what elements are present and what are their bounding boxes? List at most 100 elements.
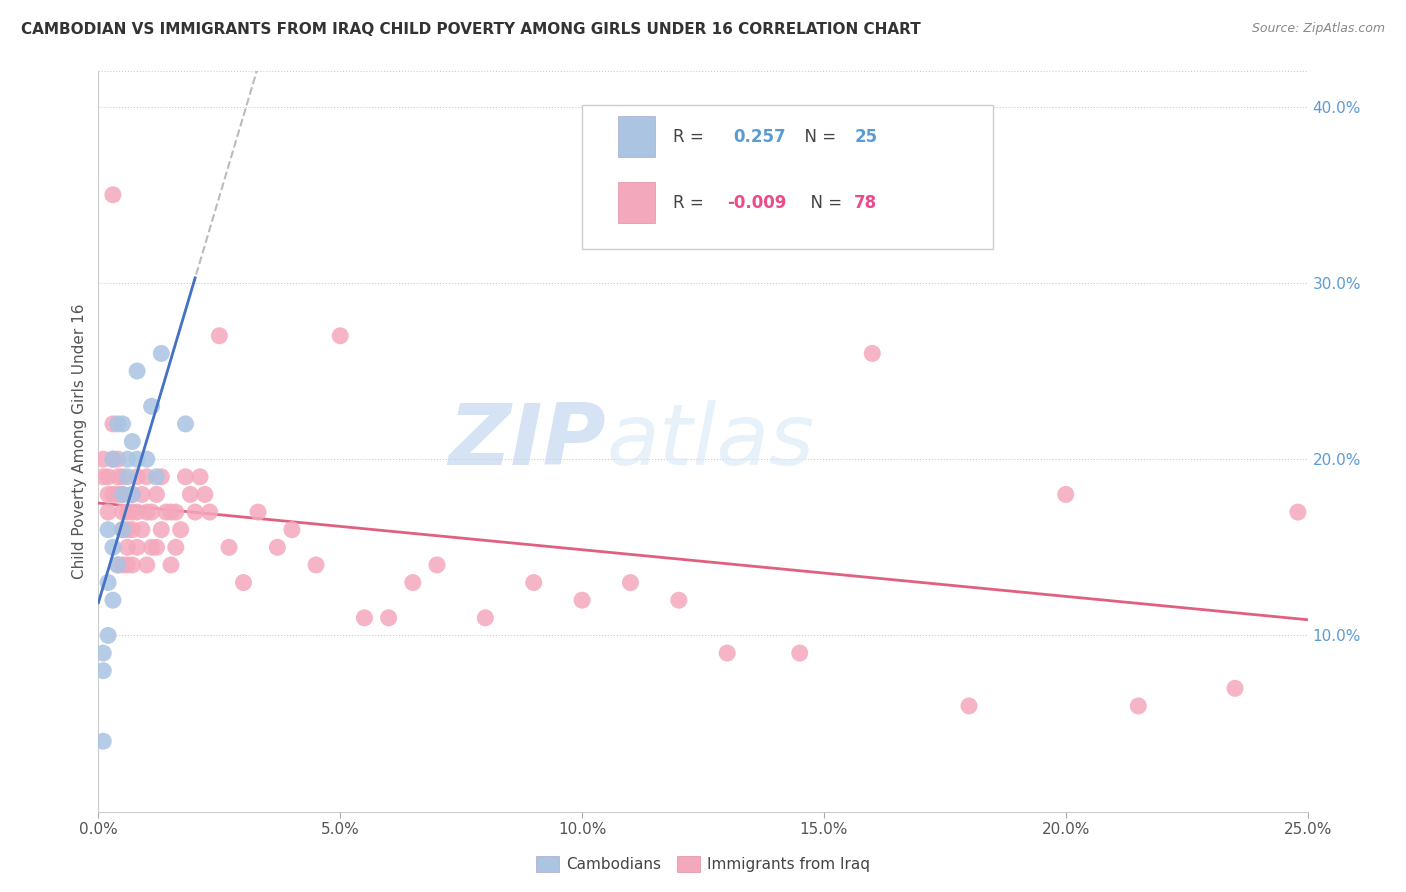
Text: -0.009: -0.009 bbox=[727, 194, 786, 212]
Point bbox=[111, 417, 134, 431]
Point bbox=[155, 505, 177, 519]
Point bbox=[194, 487, 217, 501]
Point bbox=[218, 541, 240, 555]
Point bbox=[111, 487, 134, 501]
Point bbox=[716, 646, 738, 660]
Point bbox=[101, 417, 124, 431]
Point bbox=[247, 505, 270, 519]
Point bbox=[198, 505, 221, 519]
Point bbox=[208, 328, 231, 343]
Point bbox=[188, 470, 211, 484]
Point bbox=[107, 417, 129, 431]
Point bbox=[329, 328, 352, 343]
Point bbox=[232, 575, 254, 590]
Point bbox=[141, 541, 163, 555]
Point bbox=[305, 558, 328, 572]
Point bbox=[135, 470, 157, 484]
Text: 0.257: 0.257 bbox=[734, 128, 786, 145]
Point bbox=[101, 187, 124, 202]
Point bbox=[117, 505, 139, 519]
Point bbox=[121, 505, 143, 519]
Point bbox=[117, 452, 139, 467]
Point bbox=[117, 541, 139, 555]
Point bbox=[141, 399, 163, 413]
Point bbox=[107, 487, 129, 501]
Point bbox=[523, 575, 546, 590]
Point bbox=[1223, 681, 1246, 696]
FancyBboxPatch shape bbox=[619, 116, 655, 156]
Point bbox=[107, 452, 129, 467]
Point bbox=[111, 505, 134, 519]
Point bbox=[135, 505, 157, 519]
Point bbox=[474, 611, 496, 625]
Legend: Cambodians, Immigrants from Iraq: Cambodians, Immigrants from Iraq bbox=[530, 850, 876, 878]
Point bbox=[127, 364, 149, 378]
Point bbox=[150, 523, 173, 537]
Point bbox=[131, 523, 153, 537]
Y-axis label: Child Poverty Among Girls Under 16: Child Poverty Among Girls Under 16 bbox=[72, 304, 87, 579]
Point bbox=[281, 523, 304, 537]
Point bbox=[1286, 505, 1309, 519]
Point bbox=[179, 487, 201, 501]
Point bbox=[97, 575, 120, 590]
Point bbox=[184, 505, 207, 519]
Text: R =: R = bbox=[672, 128, 714, 145]
Point bbox=[97, 523, 120, 537]
Point bbox=[957, 698, 980, 713]
Point bbox=[860, 346, 883, 360]
Point bbox=[1054, 487, 1077, 501]
Point bbox=[165, 541, 187, 555]
Point bbox=[145, 487, 167, 501]
Point bbox=[91, 470, 114, 484]
Point bbox=[121, 558, 143, 572]
Point bbox=[266, 541, 288, 555]
Point bbox=[1128, 698, 1150, 713]
Point bbox=[117, 523, 139, 537]
Point bbox=[160, 505, 183, 519]
Point bbox=[97, 470, 120, 484]
Point bbox=[141, 505, 163, 519]
Point bbox=[111, 558, 134, 572]
Point bbox=[150, 470, 173, 484]
Point bbox=[174, 417, 197, 431]
Point bbox=[91, 646, 114, 660]
Point bbox=[107, 558, 129, 572]
Point bbox=[145, 541, 167, 555]
Text: 78: 78 bbox=[855, 194, 877, 212]
Point bbox=[402, 575, 425, 590]
Point bbox=[668, 593, 690, 607]
Point bbox=[174, 470, 197, 484]
Point bbox=[121, 487, 143, 501]
Point bbox=[426, 558, 449, 572]
Point bbox=[1320, 487, 1343, 501]
Point bbox=[97, 505, 120, 519]
Point bbox=[91, 452, 114, 467]
Point bbox=[111, 487, 134, 501]
Text: R =: R = bbox=[672, 194, 709, 212]
Text: N =: N = bbox=[800, 194, 846, 212]
FancyBboxPatch shape bbox=[619, 183, 655, 223]
Text: CAMBODIAN VS IMMIGRANTS FROM IRAQ CHILD POVERTY AMONG GIRLS UNDER 16 CORRELATION: CAMBODIAN VS IMMIGRANTS FROM IRAQ CHILD … bbox=[21, 22, 921, 37]
Point bbox=[619, 575, 641, 590]
Point bbox=[97, 487, 120, 501]
Point bbox=[101, 452, 124, 467]
Text: Source: ZipAtlas.com: Source: ZipAtlas.com bbox=[1251, 22, 1385, 36]
Point bbox=[121, 523, 143, 537]
Point bbox=[121, 487, 143, 501]
Point bbox=[135, 558, 157, 572]
Point bbox=[101, 487, 124, 501]
Point bbox=[789, 646, 811, 660]
Point bbox=[107, 470, 129, 484]
FancyBboxPatch shape bbox=[582, 104, 993, 249]
Point bbox=[131, 487, 153, 501]
Text: ZIP: ZIP bbox=[449, 400, 606, 483]
Point bbox=[571, 593, 593, 607]
Point bbox=[101, 593, 124, 607]
Text: 25: 25 bbox=[855, 128, 877, 145]
Point bbox=[111, 470, 134, 484]
Point bbox=[353, 611, 375, 625]
Point bbox=[127, 541, 149, 555]
Point bbox=[145, 470, 167, 484]
Point bbox=[97, 628, 120, 642]
Text: N =: N = bbox=[793, 128, 841, 145]
